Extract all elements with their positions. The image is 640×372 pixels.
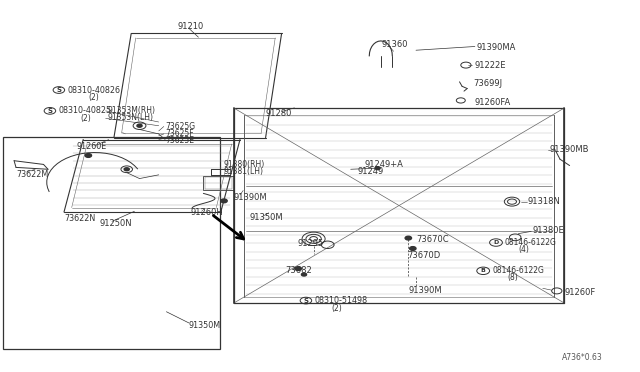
Text: 91222E: 91222E bbox=[475, 61, 506, 70]
Bar bbox=[203, 176, 234, 190]
Text: S: S bbox=[47, 108, 52, 114]
Bar bbox=[205, 177, 232, 189]
Circle shape bbox=[85, 154, 92, 157]
Text: 91380(RH): 91380(RH) bbox=[224, 160, 265, 169]
Text: 91350M: 91350M bbox=[189, 321, 221, 330]
Text: 91360: 91360 bbox=[381, 40, 408, 49]
Text: 91390MB: 91390MB bbox=[549, 145, 589, 154]
Text: 73699J: 73699J bbox=[474, 79, 503, 88]
Text: 91260FA: 91260FA bbox=[475, 98, 511, 107]
Text: 73670C: 73670C bbox=[416, 235, 449, 244]
Text: 73625E: 73625E bbox=[165, 136, 194, 145]
Text: 91353N(LH): 91353N(LH) bbox=[108, 113, 154, 122]
Text: B: B bbox=[481, 268, 486, 273]
Text: (2): (2) bbox=[88, 93, 99, 102]
Text: 91260F: 91260F bbox=[564, 288, 596, 296]
Text: 08310-51498: 08310-51498 bbox=[315, 296, 368, 305]
Text: (8): (8) bbox=[507, 273, 518, 282]
Text: 91380E: 91380E bbox=[532, 226, 564, 235]
Text: S: S bbox=[303, 298, 308, 304]
Text: (4): (4) bbox=[518, 245, 529, 254]
Text: 73625G: 73625G bbox=[165, 122, 195, 131]
Circle shape bbox=[301, 273, 307, 276]
Text: 91390M: 91390M bbox=[234, 193, 268, 202]
Text: 08310-40826: 08310-40826 bbox=[68, 86, 121, 94]
Text: 91210: 91210 bbox=[178, 22, 204, 31]
Text: 91381(LH): 91381(LH) bbox=[224, 167, 264, 176]
Text: (2): (2) bbox=[332, 304, 342, 312]
Text: 08310-40825: 08310-40825 bbox=[59, 106, 112, 115]
Text: A736*0.63: A736*0.63 bbox=[562, 353, 603, 362]
Text: (2): (2) bbox=[80, 114, 91, 123]
Text: 73622M: 73622M bbox=[16, 170, 48, 179]
Text: 08146-6122G: 08146-6122G bbox=[493, 266, 545, 275]
Text: 91295: 91295 bbox=[298, 239, 324, 248]
Circle shape bbox=[375, 167, 380, 170]
Bar bbox=[3, 137, 220, 349]
Circle shape bbox=[137, 124, 142, 127]
Text: 91260E: 91260E bbox=[77, 142, 107, 151]
Text: 91390M: 91390M bbox=[408, 286, 442, 295]
Text: 91249+A: 91249+A bbox=[365, 160, 404, 169]
Text: S: S bbox=[56, 87, 61, 93]
Text: 91390MA: 91390MA bbox=[477, 43, 516, 52]
Text: 91249: 91249 bbox=[357, 167, 383, 176]
Text: 91260H: 91260H bbox=[191, 208, 223, 217]
Circle shape bbox=[410, 247, 416, 250]
Text: 73625F: 73625F bbox=[165, 129, 194, 138]
Text: 73682: 73682 bbox=[285, 266, 312, 275]
Text: 91353M(RH): 91353M(RH) bbox=[108, 106, 156, 115]
Circle shape bbox=[124, 168, 129, 171]
Text: 08146-6122G: 08146-6122G bbox=[505, 238, 557, 247]
Text: 91280: 91280 bbox=[266, 109, 292, 118]
Text: D: D bbox=[493, 240, 499, 245]
Circle shape bbox=[221, 199, 227, 203]
Circle shape bbox=[405, 236, 412, 240]
Text: 91250N: 91250N bbox=[99, 219, 132, 228]
Text: 91350M: 91350M bbox=[250, 213, 284, 222]
Circle shape bbox=[295, 267, 301, 270]
Text: 73670D: 73670D bbox=[407, 251, 440, 260]
Text: 73622N: 73622N bbox=[64, 214, 95, 223]
Text: 91318N: 91318N bbox=[528, 197, 561, 206]
